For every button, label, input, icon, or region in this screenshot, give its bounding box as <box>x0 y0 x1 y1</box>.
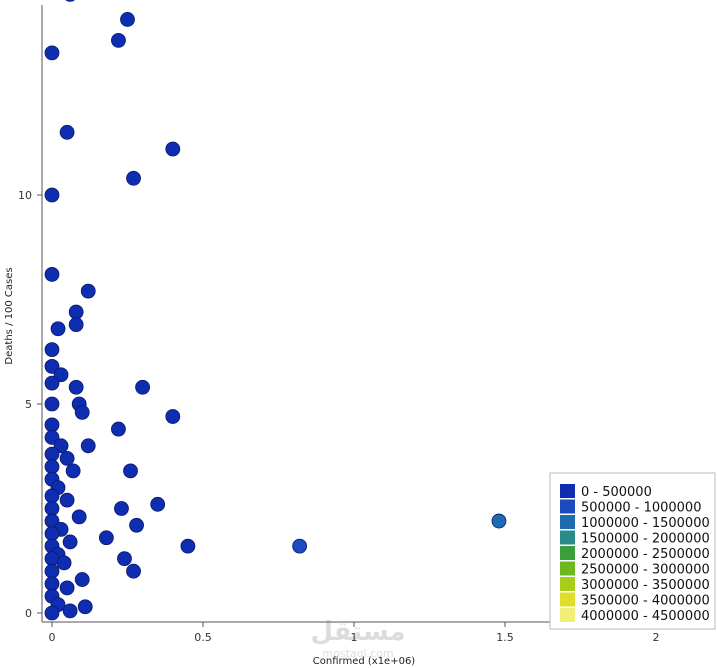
data-point <box>80 438 96 454</box>
legend-swatch <box>560 608 575 622</box>
data-point <box>50 321 66 337</box>
data-point <box>150 496 166 512</box>
data-point <box>68 379 84 395</box>
legend-label: 3500000 - 4000000 <box>581 594 710 609</box>
data-point <box>44 342 60 358</box>
data-point <box>111 32 126 48</box>
data-point <box>44 576 60 592</box>
data-point <box>44 45 60 61</box>
data-point <box>44 563 60 579</box>
x-tick-label: 2 <box>653 631 660 644</box>
data-point <box>44 396 60 412</box>
watermark-logo: مستقل mostaql.com <box>310 617 405 660</box>
data-point <box>77 599 93 615</box>
legend-label: 2000000 - 2500000 <box>581 547 710 562</box>
data-point <box>117 551 132 567</box>
legend-swatch <box>560 484 575 498</box>
data-point <box>165 141 181 157</box>
x-tick-label: 1 <box>351 631 358 644</box>
data-point <box>120 12 135 27</box>
data-point <box>123 463 138 479</box>
watermark-main-text: مستقل <box>310 617 405 647</box>
watermark-sub-text: mostaql.com <box>322 647 393 660</box>
data-point <box>292 538 308 554</box>
x-tick-label: 1.5 <box>496 631 514 644</box>
data-point <box>135 379 151 395</box>
data-point <box>62 603 78 619</box>
legend-label: 0 - 500000 <box>581 485 652 500</box>
data-point <box>74 572 90 587</box>
data-point <box>59 492 75 508</box>
data-point <box>59 580 75 596</box>
legend-swatch <box>560 530 575 545</box>
data-point <box>68 317 84 332</box>
data-point <box>180 538 196 554</box>
data-point <box>59 450 75 466</box>
data-point <box>44 459 60 475</box>
legend-swatch <box>560 577 575 591</box>
data-points <box>44 0 507 621</box>
data-point <box>126 563 141 579</box>
legend-label: 1500000 - 2000000 <box>581 532 710 547</box>
data-point <box>68 304 84 320</box>
legend-label: 1000000 - 1500000 <box>581 516 710 531</box>
data-point <box>44 526 60 541</box>
data-point <box>65 463 81 479</box>
data-point <box>126 170 141 186</box>
legend-swatch <box>560 499 575 514</box>
legend-label: 500000 - 1000000 <box>581 501 701 516</box>
data-point <box>65 0 75 2</box>
data-point <box>44 488 60 504</box>
data-point <box>129 517 144 533</box>
data-point <box>74 404 90 420</box>
data-point <box>165 409 181 424</box>
x-tick-label: 0 <box>49 631 56 644</box>
legend-swatch <box>560 546 575 560</box>
y-tick-label: 5 <box>25 398 32 411</box>
ticks: 00.511.522.533.540510152025 <box>18 189 660 644</box>
legend-swatch <box>560 561 575 576</box>
legend-swatch <box>560 515 575 529</box>
data-point <box>44 375 60 391</box>
x-tick-label: 0.5 <box>194 631 212 644</box>
legend-box <box>549 472 716 630</box>
data-point <box>44 187 60 203</box>
data-point <box>80 283 96 299</box>
y-tick-label: 0 <box>25 607 32 620</box>
x-axis-title: Confirmed (x1e+06) <box>313 656 416 667</box>
data-point <box>59 124 75 140</box>
legend-label: 4000000 - 4500000 <box>581 609 710 624</box>
data-point <box>491 513 507 529</box>
y-axis-title: Deaths / 100 Cases <box>4 267 15 364</box>
data-point <box>44 446 60 462</box>
data-point <box>44 605 60 621</box>
y-tick-label: 10 <box>18 189 32 202</box>
data-point <box>44 417 60 433</box>
data-point <box>98 530 114 546</box>
legend-label: 2500000 - 3000000 <box>581 563 710 578</box>
data-point <box>111 421 126 437</box>
data-point <box>44 501 60 516</box>
legend-swatch <box>560 592 575 607</box>
data-point <box>62 534 78 550</box>
data-point <box>114 501 129 516</box>
data-point <box>56 555 72 571</box>
data-point <box>44 267 60 282</box>
legend-label: 3000000 - 3500000 <box>581 578 710 593</box>
data-point <box>71 509 87 525</box>
